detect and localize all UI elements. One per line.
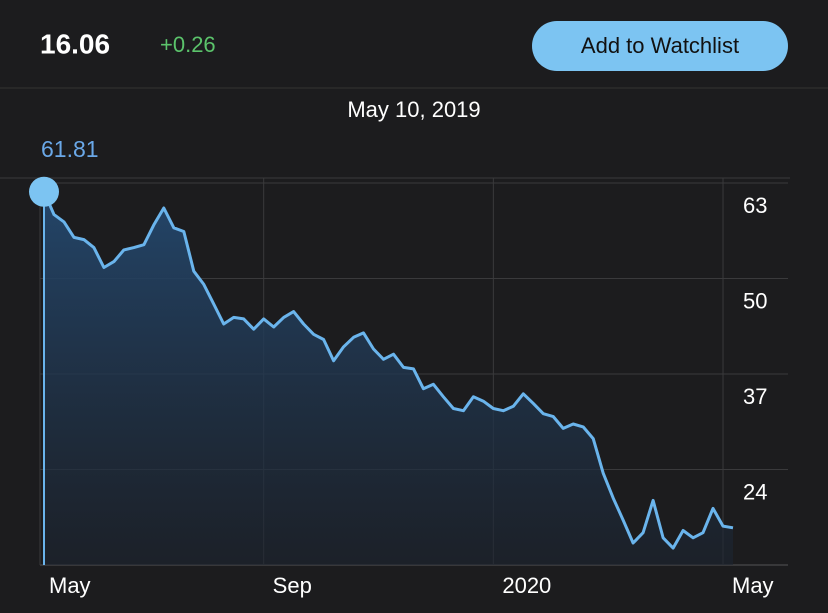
button-label[interactable]: Add to Watchlist — [581, 33, 739, 58]
y-tick-label: 24 — [743, 479, 767, 504]
x-tick-label: Sep — [273, 573, 312, 598]
selection-dot — [29, 176, 59, 207]
x-tick-label: May — [49, 573, 91, 598]
selected-value: 61.81 — [41, 136, 99, 162]
price: 16.06 — [40, 28, 110, 59]
y-tick-label: 63 — [743, 193, 767, 218]
x-tick-label: May — [732, 573, 774, 598]
button-bg[interactable] — [532, 21, 788, 71]
price-line — [42, 191, 734, 550]
y-tick-label: 37 — [743, 384, 767, 409]
y-tick-label: 50 — [743, 288, 767, 313]
area-fill — [44, 191, 733, 565]
x-tick-label: 2020 — [502, 573, 551, 598]
price-change: +0.26 — [160, 32, 216, 57]
selected-date: May 10, 2019 — [347, 97, 480, 122]
watchlist-button[interactable]: Add to Watchlist — [532, 21, 788, 71]
